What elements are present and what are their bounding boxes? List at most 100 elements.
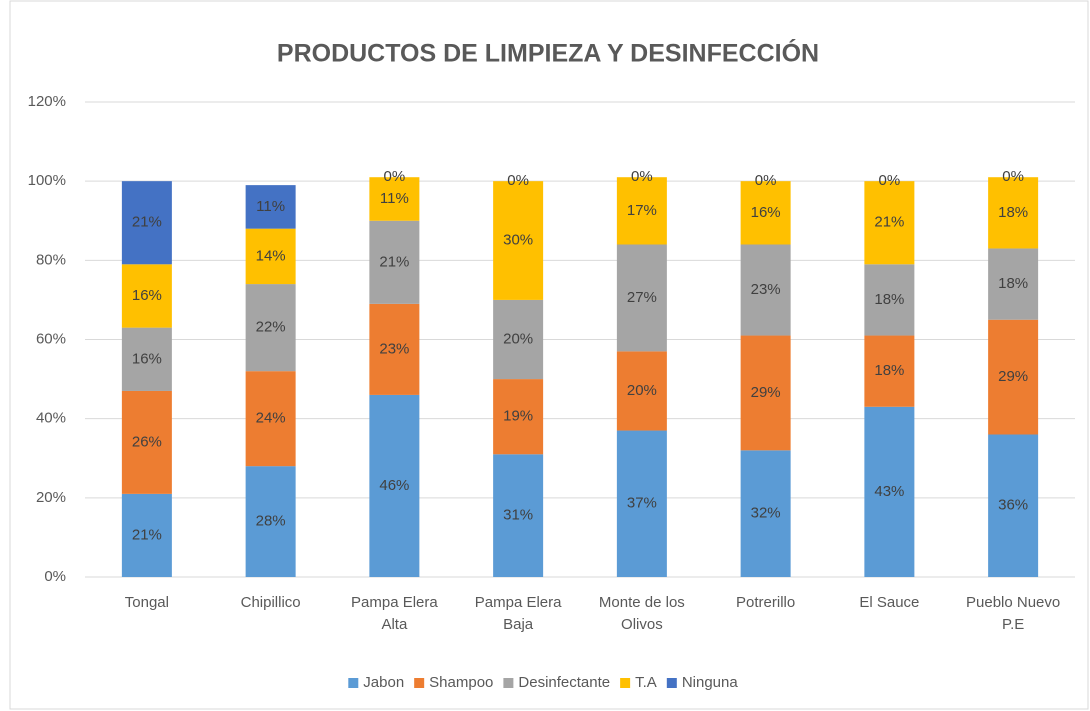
data-label: 19% [503, 408, 533, 425]
bar-segment [369, 394, 420, 577]
bar-segment [616, 430, 667, 577]
data-label: 21% [132, 526, 162, 543]
bar-segment [740, 450, 791, 577]
data-label: 20% [627, 382, 657, 399]
data-label: 18% [998, 275, 1028, 292]
bar-segment [864, 406, 915, 577]
data-label: 18% [874, 291, 904, 308]
bar-segment [369, 303, 420, 395]
bar-segment [988, 177, 1039, 249]
x-tick-label: Monte de los Olivos [598, 594, 685, 633]
bar-segment [121, 390, 172, 494]
x-tick-label: El Sauce [859, 594, 920, 611]
data-label: 24% [256, 410, 286, 427]
bar-segment [864, 181, 915, 265]
bar-segment [369, 177, 420, 221]
bar-segment [616, 351, 667, 431]
bar-segment [245, 371, 296, 467]
bar-segment [245, 466, 296, 577]
legend-swatch [666, 678, 677, 688]
bar-segment [493, 379, 544, 455]
chart-title: PRODUCTOS DE LIMPIEZA Y DESINFECCIÓN [277, 38, 819, 68]
bar-segment [864, 335, 915, 407]
data-label: 20% [503, 330, 533, 347]
x-tick-label: Pampa Elera Baja [474, 594, 562, 633]
data-label: 0% [631, 168, 653, 185]
data-label: 32% [751, 505, 781, 522]
data-label: 37% [627, 495, 657, 512]
legend-swatch [414, 678, 425, 688]
bar-segment [988, 434, 1039, 577]
data-label: 0% [1002, 168, 1024, 185]
data-label: 17% [627, 202, 657, 219]
data-label: 0% [879, 172, 901, 189]
bar-segment [740, 335, 791, 451]
legend-label: Desinfectante [518, 674, 610, 691]
legend-label: Ninguna [682, 674, 739, 691]
data-label: 16% [132, 287, 162, 304]
data-label: 11% [256, 198, 285, 215]
y-tick-label: 120% [28, 93, 66, 110]
bar-segment [369, 220, 420, 304]
data-label: 18% [874, 362, 904, 379]
x-tick-label: Pampa Elera Alta [351, 594, 438, 633]
data-label: 0% [507, 172, 529, 189]
data-label: 26% [132, 433, 162, 450]
data-label: 16% [132, 350, 162, 367]
legend-label: T.A [635, 674, 657, 691]
data-label: 30% [503, 232, 533, 249]
bar-segment [245, 185, 296, 229]
data-label: 18% [998, 204, 1028, 221]
bar-segment [121, 264, 172, 328]
legend-swatch [620, 678, 631, 688]
bar-segment [740, 181, 791, 245]
bar-segment [245, 228, 296, 285]
data-label: 36% [998, 497, 1028, 514]
data-label: 27% [627, 289, 657, 306]
bar-segment [493, 299, 544, 380]
bar-segment [740, 244, 791, 336]
x-tick-label: Tongal [124, 594, 169, 611]
x-tick-label: Pueblo Nuevo P.E [966, 594, 1061, 633]
data-label: 22% [256, 319, 286, 336]
data-label: 31% [503, 507, 533, 524]
data-label: 43% [874, 483, 904, 500]
bar-segment [988, 248, 1039, 320]
bar-segment [493, 181, 544, 300]
y-tick-label: 80% [36, 251, 66, 268]
bar-segment [121, 493, 172, 577]
data-label: 14% [256, 247, 286, 264]
legend-swatch [348, 678, 359, 688]
data-label: 28% [256, 513, 286, 530]
data-label: 21% [379, 253, 409, 270]
y-tick-label: 100% [28, 172, 66, 189]
y-tick-label: 20% [36, 489, 66, 506]
legend-swatch [503, 678, 514, 688]
y-tick-label: 40% [36, 410, 66, 427]
y-tick-label: 0% [44, 568, 66, 585]
data-label: 23% [379, 340, 409, 357]
legend-label: Shampoo [429, 674, 493, 691]
data-label: 23% [751, 281, 781, 298]
data-label: 46% [379, 477, 409, 494]
x-tick-label: Potrerillo [736, 594, 796, 611]
data-label: 16% [751, 204, 781, 221]
data-label: 21% [132, 214, 162, 231]
bar-segment [245, 284, 296, 372]
data-label: 29% [751, 384, 781, 401]
bar-segment [864, 264, 915, 336]
data-label: 11% [380, 190, 409, 207]
x-tick-label: Chipillico [240, 594, 301, 611]
bar-segment [616, 244, 667, 352]
bar-segment [616, 177, 667, 245]
bar-segment [121, 181, 172, 265]
bar-segment [121, 327, 172, 391]
bar-segment [493, 454, 544, 577]
data-label: 0% [384, 168, 406, 185]
data-label: 0% [755, 172, 777, 189]
legend-label: Jabon [363, 674, 404, 691]
data-label: 21% [874, 214, 904, 231]
data-label: 29% [998, 368, 1028, 385]
